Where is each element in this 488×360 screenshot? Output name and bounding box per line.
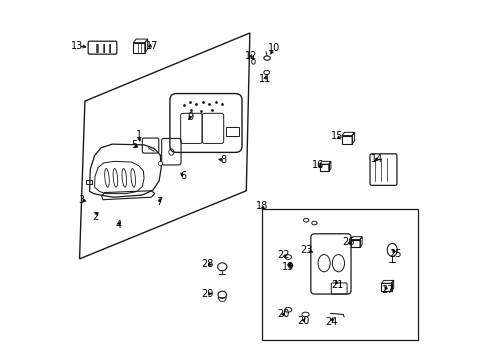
Text: 20: 20 [277,310,289,319]
Bar [319,164,328,171]
Text: 4: 4 [115,220,121,230]
Text: 20: 20 [297,316,309,325]
Text: 3: 3 [79,195,84,205]
Bar [350,239,359,247]
Text: 6: 6 [180,171,186,181]
Text: 12: 12 [244,51,257,61]
Text: 24: 24 [325,317,337,327]
Bar [96,44,97,51]
Text: 26: 26 [342,237,354,247]
Text: 13: 13 [71,41,83,50]
Bar [381,283,391,291]
Text: 18: 18 [255,201,267,211]
Text: 1: 1 [135,130,142,140]
Bar [261,209,417,339]
Bar [86,180,92,184]
Text: 21: 21 [330,280,343,290]
Text: 2: 2 [92,212,98,221]
Text: 7: 7 [156,197,162,207]
Bar [133,42,144,53]
Text: 15: 15 [330,131,343,141]
Text: 29: 29 [202,289,214,299]
Text: 16: 16 [311,160,324,170]
Text: 23: 23 [299,245,312,255]
Text: 14: 14 [370,154,383,164]
Bar [109,44,110,51]
Text: 11: 11 [259,74,271,84]
Text: 19: 19 [282,262,294,272]
Bar [103,44,104,51]
Text: 10: 10 [267,43,280,53]
Bar [341,135,351,144]
Text: 22: 22 [276,249,289,260]
Text: 27: 27 [380,285,393,296]
Text: 8: 8 [220,155,226,165]
Text: 25: 25 [388,248,401,258]
Text: 28: 28 [202,259,214,269]
Text: 17: 17 [145,41,158,50]
Bar [225,127,239,136]
Text: 9: 9 [186,112,193,122]
Text: 5: 5 [131,140,137,150]
